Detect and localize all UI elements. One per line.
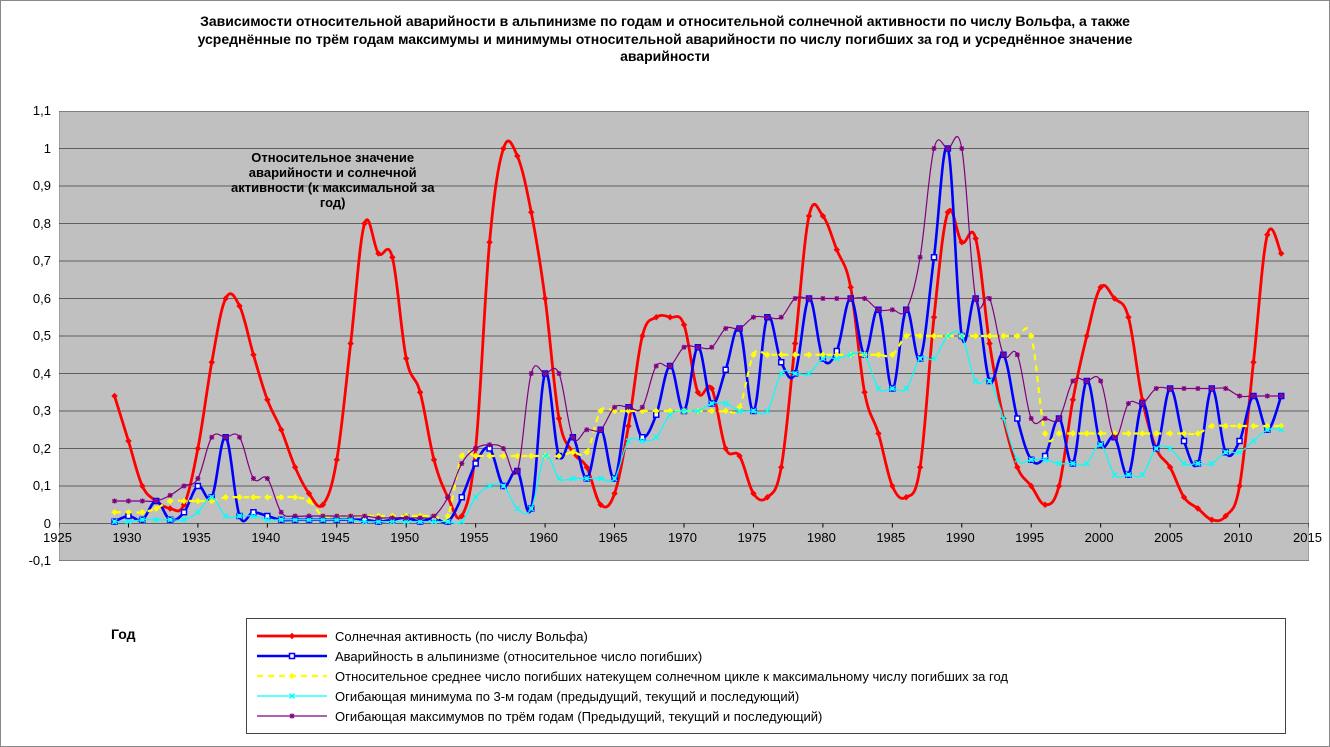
ytick-label: 0,7 [33,253,51,268]
ytick-label: 0,4 [33,366,51,381]
ytick-label: -0,1 [29,553,51,568]
ytick-label: 1,1 [33,103,51,118]
legend-item-avg_cycle: Относительное среднее число погибших нат… [257,667,1275,685]
legend-item-solar: Солнечная активность (по числу Вольфа) [257,627,1275,645]
xtick-label: 1955 [460,530,489,545]
xtick-label: 1995 [1015,530,1044,545]
legend-item-env_max: Огибающая максимумов по трём годам (Пред… [257,707,1275,725]
legend-swatch-env_max [257,709,327,723]
xtick-label: 1965 [599,530,628,545]
xtick-label: 1935 [182,530,211,545]
chart-frame: Зависимости относительной аварийности в … [0,0,1330,747]
ytick-label: 0,8 [33,216,51,231]
legend-label-env_min: Огибающая минимума по 3-м годам (предыду… [335,689,799,704]
legend-swatch-env_min [257,689,327,703]
ytick-label: 0,6 [33,291,51,306]
xtick-label: 1925 [43,530,72,545]
ytick-label: 0,9 [33,178,51,193]
x-axis-label: Год [111,626,136,642]
legend-label-solar: Солнечная активность (по числу Вольфа) [335,629,588,644]
xtick-label: 1945 [321,530,350,545]
xtick-label: 1960 [529,530,558,545]
ytick-label: 0 [44,516,51,531]
xtick-label: 2015 [1293,530,1322,545]
xtick-label: 1985 [876,530,905,545]
xtick-label: 1950 [390,530,419,545]
legend-swatch-solar [257,629,327,643]
legend-label-env_max: Огибающая максимумов по трём годам (Пред… [335,709,822,724]
xtick-label: 1970 [668,530,697,545]
ytick-label: 0,5 [33,328,51,343]
ytick-label: 0,3 [33,403,51,418]
legend-label-avg_cycle: Относительное среднее число погибших нат… [335,669,1008,684]
xtick-label: 1990 [946,530,975,545]
xtick-label: 2005 [1154,530,1183,545]
xtick-label: 2010 [1224,530,1253,545]
inner-annotation: Относительное значение аварийности и сол… [231,151,434,211]
legend-swatch-accidents [257,649,327,663]
xtick-label: 1930 [112,530,141,545]
xtick-label: 1975 [737,530,766,545]
legend-item-accidents: Аварийность в альпинизме (относительное … [257,647,1275,665]
ytick-label: 0,1 [33,478,51,493]
ytick-label: 1 [44,141,51,156]
legend-swatch-avg_cycle [257,669,327,683]
legend-item-env_min: Огибающая минимума по 3-м годам (предыду… [257,687,1275,705]
xtick-label: 1980 [807,530,836,545]
chart-title: Зависимости относительной аварийности в … [1,13,1329,66]
xtick-label: 1940 [251,530,280,545]
legend: Солнечная активность (по числу Вольфа) Ав… [246,618,1286,734]
ytick-label: 0,2 [33,441,51,456]
xtick-label: 2000 [1085,530,1114,545]
legend-label-accidents: Аварийность в альпинизме (относительное … [335,649,702,664]
